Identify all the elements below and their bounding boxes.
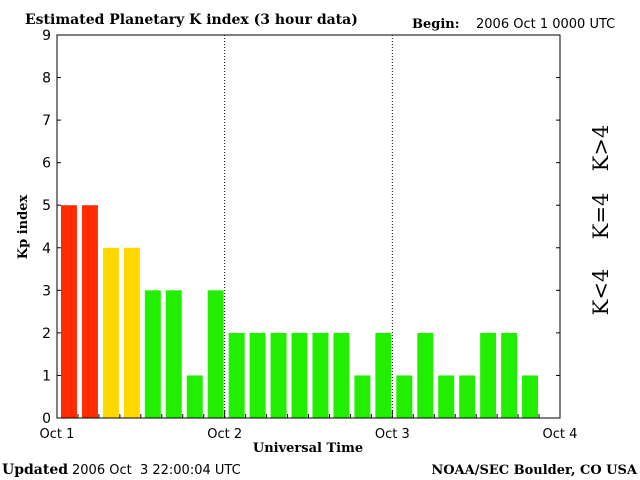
y-axis-label: Kp index <box>16 195 31 260</box>
x-tick-label: Oct 3 <box>375 427 410 442</box>
legend-k-less-4: K<4 <box>589 269 613 316</box>
kp-bar <box>61 205 77 418</box>
x-tick-label: Oct 1 <box>40 427 75 442</box>
x-tick-label: Oct 4 <box>543 427 578 442</box>
kp-bar <box>165 290 182 418</box>
kp-bar <box>102 247 119 418</box>
y-tick-label: 4 <box>42 241 51 257</box>
x-axis-label: Universal Time <box>253 441 363 456</box>
kp-bar <box>480 332 497 418</box>
kp-bar <box>312 332 329 418</box>
y-tick-label: 3 <box>42 283 51 299</box>
kp-bar <box>459 375 476 418</box>
kp-bar <box>186 375 203 418</box>
y-tick-label: 5 <box>42 198 51 214</box>
kp-bar <box>354 375 371 418</box>
y-tick-label: 9 <box>42 28 51 44</box>
kp-bar <box>291 332 308 418</box>
kp-bar <box>270 332 287 418</box>
kp-bar <box>417 332 434 418</box>
y-tick-label: 7 <box>42 113 51 129</box>
kp-bar <box>207 290 224 418</box>
kp-bar <box>249 332 266 418</box>
kp-bar <box>375 332 392 418</box>
begin-value: 2006 Oct 1 0000 UTC <box>476 17 615 32</box>
y-tick-label: 0 <box>42 411 51 427</box>
legend-k-greater-4: K>4 <box>589 125 613 172</box>
legend: K>4 K=4 K<4 <box>589 125 613 316</box>
kp-bar <box>144 290 161 418</box>
kp-bar <box>333 332 350 418</box>
kp-bar <box>396 375 413 418</box>
kp-bar <box>123 247 140 418</box>
y-tick-label: 8 <box>42 71 51 87</box>
kp-bar <box>438 375 455 418</box>
legend-k-equal-4: K=4 <box>589 193 613 240</box>
kp-bar <box>522 375 539 418</box>
begin-label: Begin: <box>412 17 460 32</box>
updated-label: Updated <box>2 462 68 478</box>
y-tick-label: 1 <box>42 368 51 384</box>
kp-bar <box>81 205 98 418</box>
x-tick-label: Oct 2 <box>207 427 242 442</box>
y-tick-label: 2 <box>42 326 51 342</box>
updated-value: 2006 Oct 3 22:00:04 UTC <box>72 463 241 478</box>
chart-title: Estimated Planetary K index (3 hour data… <box>25 12 358 28</box>
kp-bar <box>501 332 518 418</box>
plot-area: 0 1 2 3 4 5 6 7 8 9 Oct 1 Oct 2 Oct 3 Oct 4 <box>40 28 578 442</box>
kp-bar <box>228 332 245 418</box>
y-tick-label: 6 <box>42 156 51 172</box>
source-credit: NOAA/SEC Boulder, CO USA <box>431 463 638 478</box>
